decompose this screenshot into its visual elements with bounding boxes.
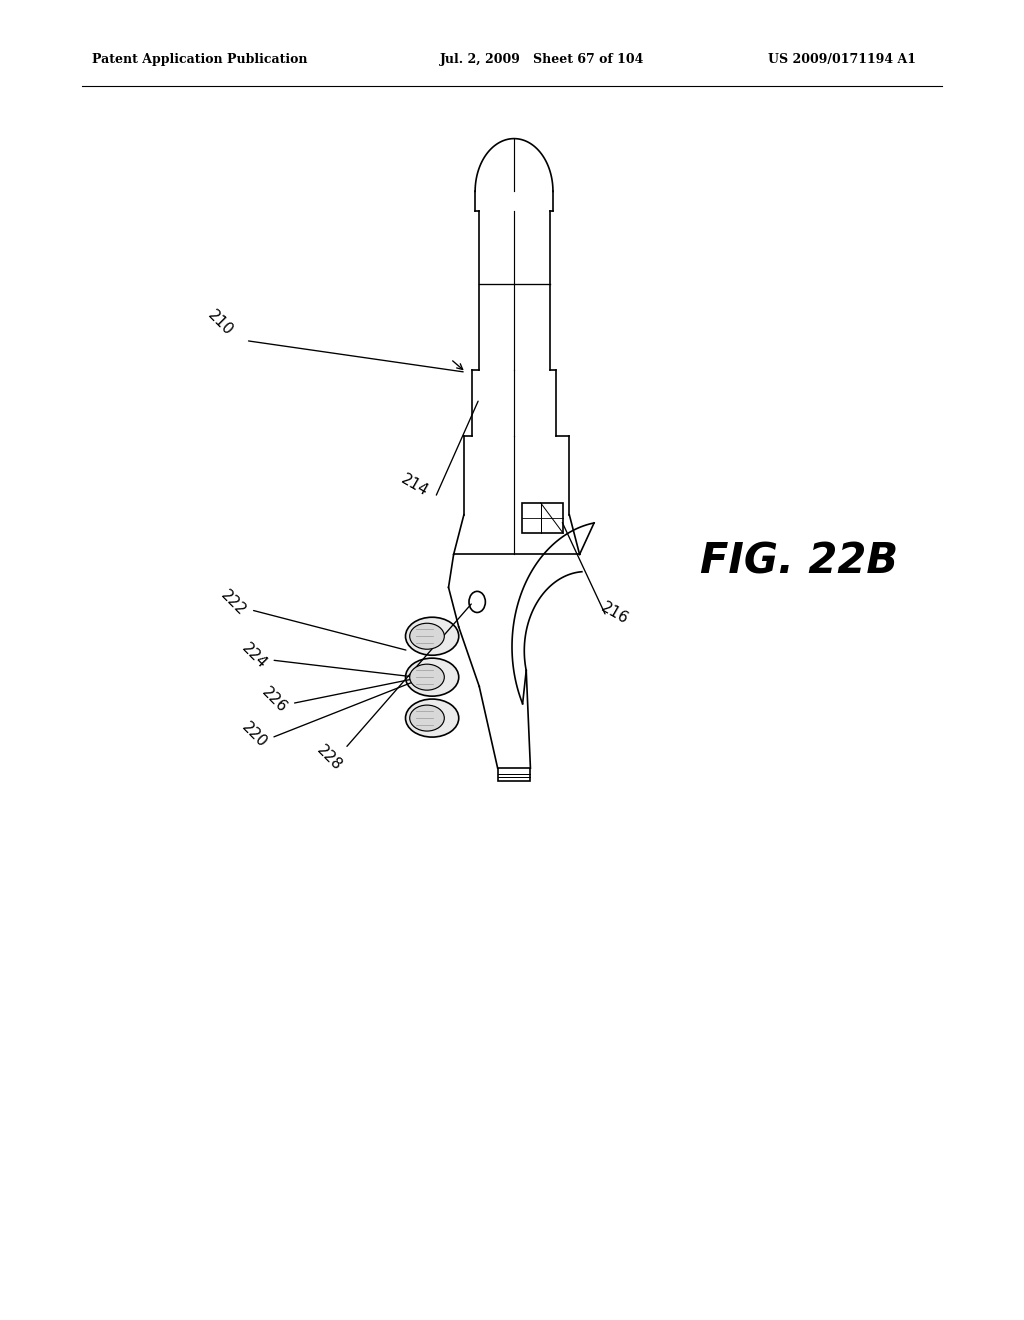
Text: 210: 210 <box>205 308 236 339</box>
Text: Patent Application Publication: Patent Application Publication <box>92 53 307 66</box>
Text: 216: 216 <box>598 601 631 627</box>
Ellipse shape <box>406 700 459 737</box>
Ellipse shape <box>406 659 459 696</box>
Text: 228: 228 <box>314 742 345 774</box>
Text: FIG. 22B: FIG. 22B <box>699 540 898 582</box>
Text: 214: 214 <box>398 473 431 499</box>
Ellipse shape <box>406 618 459 655</box>
Bar <box>522 503 563 533</box>
Circle shape <box>469 591 485 612</box>
Text: 224: 224 <box>239 640 269 672</box>
Text: 226: 226 <box>259 684 290 715</box>
Text: US 2009/0171194 A1: US 2009/0171194 A1 <box>768 53 916 66</box>
Ellipse shape <box>410 664 444 690</box>
Text: 220: 220 <box>239 719 269 751</box>
Text: Jul. 2, 2009   Sheet 67 of 104: Jul. 2, 2009 Sheet 67 of 104 <box>440 53 645 66</box>
Text: 222: 222 <box>218 587 249 619</box>
Bar <box>498 768 530 781</box>
Ellipse shape <box>410 623 444 649</box>
Ellipse shape <box>410 705 444 731</box>
